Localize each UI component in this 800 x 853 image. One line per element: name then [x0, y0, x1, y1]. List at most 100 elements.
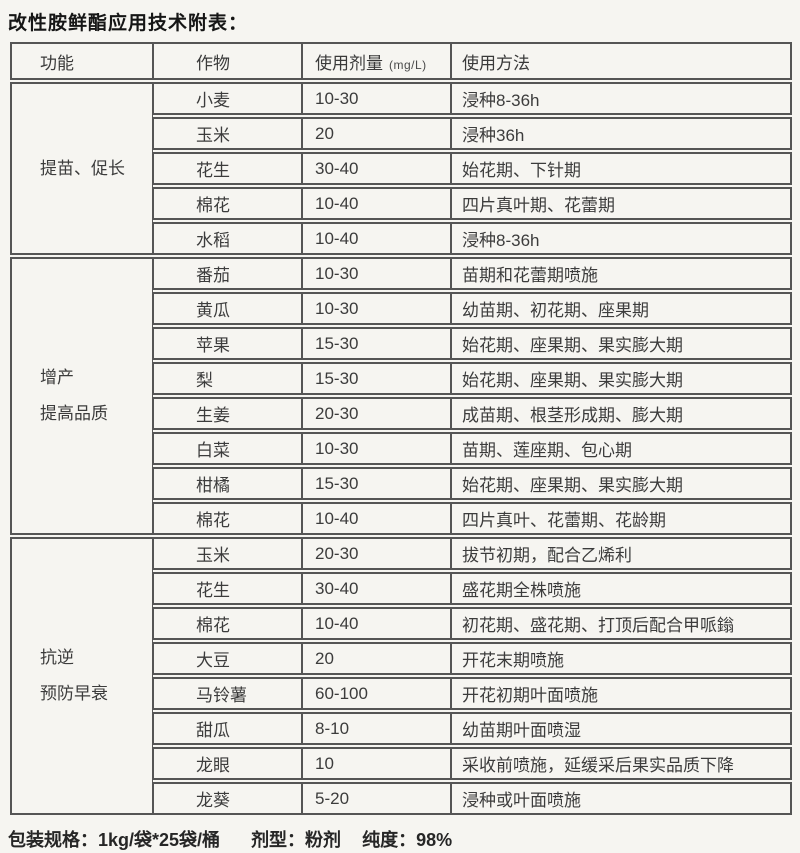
table-header-row: 功能 作物 使用剂量 (mg/L) 使用方法 — [10, 42, 792, 80]
crop-cell: 甜瓜 — [153, 712, 302, 745]
table-row: 龙葵 5-20 浸种或叶面喷施 — [10, 782, 792, 815]
table-row: 黄瓜 10-30 幼苗期、初花期、座果期 — [10, 292, 792, 325]
method-cell: 始花期、座果期、果实膨大期 — [451, 467, 792, 500]
method-cell: 初花期、盛花期、打顶后配合甲哌鎓 — [451, 607, 792, 640]
crop-cell: 大豆 — [153, 642, 302, 675]
function-label-line: 预防早衰 — [40, 684, 108, 703]
crop-cell: 龙葵 — [153, 782, 302, 815]
crop-cell: 棉花 — [153, 502, 302, 535]
header-function: 功能 — [10, 42, 153, 80]
dose-cell: 8-10 — [302, 712, 451, 745]
header-dose-label: 使用剂量 — [315, 53, 383, 73]
method-cell: 苗期和花蕾期喷施 — [451, 257, 792, 290]
method-cell: 盛花期全株喷施 — [451, 572, 792, 605]
dose-cell: 10 — [302, 747, 451, 780]
header-crop: 作物 — [153, 42, 302, 80]
table-row: 提苗、促长 小麦 10-30 浸种8-36h — [10, 82, 792, 255]
function-label: 增产 提高品质 — [12, 360, 152, 432]
crop-cell: 棉花 — [153, 607, 302, 640]
table-row: 棉花 10-40 初花期、盛花期、打顶后配合甲哌鎓 — [10, 607, 792, 640]
dose-cell: 5-20 — [302, 782, 451, 815]
crop-cell: 柑橘 — [153, 467, 302, 500]
dose-cell: 10-30 — [302, 82, 451, 115]
dose-cell: 20 — [302, 117, 451, 150]
function-cell: 抗逆 预防早衰 — [10, 537, 153, 815]
table-row: 水稻 10-40 浸种8-36h — [10, 222, 792, 255]
method-cell: 苗期、莲座期、包心期 — [451, 432, 792, 465]
table-row: 抗逆预防早衰 玉米 20-30 拔节初期，配合乙烯利 — [10, 537, 792, 815]
dose-cell: 20-30 — [302, 397, 451, 430]
table-row: 大豆 20 开花末期喷施 — [10, 642, 792, 675]
page-title: 改性胺鲜酯应用技术附表： — [8, 13, 249, 34]
method-cell: 浸种8-36h — [451, 82, 792, 115]
method-cell: 始花期、座果期、果实膨大期 — [451, 362, 792, 395]
header-dose-unit: (mg/L) — [389, 57, 427, 72]
dose-cell: 10-40 — [302, 607, 451, 640]
dose-cell: 10-30 — [302, 432, 451, 465]
table-row: 苹果 15-30 始花期、座果期、果实膨大期 — [10, 327, 792, 360]
table-row: 柑橘 15-30 始花期、座果期、果实膨大期 — [10, 467, 792, 500]
crop-cell: 棉花 — [153, 187, 302, 220]
crop-cell: 玉米 — [153, 117, 302, 150]
table-row: 花生 30-40 始花期、下针期 — [10, 152, 792, 185]
table-row: 龙眼 10 采收前喷施，延缓采后果实品质下降 — [10, 747, 792, 780]
function-cell: 提苗、促长 — [10, 82, 153, 255]
crop-cell: 梨 — [153, 362, 302, 395]
method-cell: 开花初期叶面喷施 — [451, 677, 792, 710]
crop-cell: 苹果 — [153, 327, 302, 360]
crop-cell: 龙眼 — [153, 747, 302, 780]
dose-cell: 60-100 — [302, 677, 451, 710]
crop-cell: 生姜 — [153, 397, 302, 430]
header-method: 使用方法 — [451, 42, 792, 80]
crop-cell: 玉米 — [153, 537, 302, 570]
crop-cell: 番茄 — [153, 257, 302, 290]
table-row: 甜瓜 8-10 幼苗期叶面喷湿 — [10, 712, 792, 745]
crop-cell: 水稻 — [153, 222, 302, 255]
table-row: 棉花 10-40 四片真叶期、花蕾期 — [10, 187, 792, 220]
dose-cell: 30-40 — [302, 152, 451, 185]
purity-value: 纯度：98% — [362, 830, 453, 850]
dose-cell: 30-40 — [302, 572, 451, 605]
method-cell: 幼苗期叶面喷湿 — [451, 712, 792, 745]
table-row: 马铃薯 60-100 开花初期叶面喷施 — [10, 677, 792, 710]
function-cell: 增产 提高品质 — [10, 257, 153, 535]
dose-cell: 10-40 — [302, 222, 451, 255]
crop-cell: 花生 — [153, 152, 302, 185]
dose-cell: 10-40 — [302, 502, 451, 535]
table-row: 玉米 20 浸种36h — [10, 117, 792, 150]
dose-cell: 10-30 — [302, 292, 451, 325]
method-cell: 浸种36h — [451, 117, 792, 150]
function-label: 抗逆 预防早衰 — [12, 640, 152, 712]
application-table: 功能 作物 使用剂量 (mg/L) 使用方法 提苗、促长 小麦 10-30 浸种8-36… — [10, 40, 792, 817]
function-label-line: 增产 — [40, 368, 74, 387]
dose-cell: 10-30 — [302, 257, 451, 290]
function-label-line: 提高品质 — [40, 404, 108, 423]
method-cell: 浸种8-36h — [451, 222, 792, 255]
table-row: 增产 提高品质 番茄 10-30 苗期和花蕾期喷施 — [10, 257, 792, 535]
dose-cell: 15-30 — [302, 467, 451, 500]
packaging-spec: 包装规格：1kg/袋*25袋/桶 — [8, 830, 221, 850]
method-cell: 拔节初期，配合乙烯利 — [451, 537, 792, 570]
dose-cell: 15-30 — [302, 327, 451, 360]
footer-specs: 包装规格：1kg/袋*25袋/桶 剂型：粉剂 纯度：98% — [8, 826, 800, 852]
function-label-line: 抗逆 — [40, 648, 74, 667]
table-row: 生姜 20-30 成苗期、根茎形成期、膨大期 — [10, 397, 792, 430]
table-row: 白菜 10-30 苗期、莲座期、包心期 — [10, 432, 792, 465]
dose-cell: 10-40 — [302, 187, 451, 220]
method-cell: 浸种或叶面喷施 — [451, 782, 792, 815]
method-cell: 幼苗期、初花期、座果期 — [451, 292, 792, 325]
method-cell: 四片真叶、花蕾期、花龄期 — [451, 502, 792, 535]
dose-cell: 20-30 — [302, 537, 451, 570]
table-row: 花生 30-40 盛花期全株喷施 — [10, 572, 792, 605]
crop-cell: 黄瓜 — [153, 292, 302, 325]
dose-cell: 15-30 — [302, 362, 451, 395]
table-row: 棉花 10-40 四片真叶、花蕾期、花龄期 — [10, 502, 792, 535]
method-cell: 始花期、下针期 — [451, 152, 792, 185]
crop-cell: 小麦 — [153, 82, 302, 115]
method-cell: 四片真叶期、花蕾期 — [451, 187, 792, 220]
method-cell: 始花期、座果期、果实膨大期 — [451, 327, 792, 360]
crop-cell: 白菜 — [153, 432, 302, 465]
function-label: 提苗、促长 — [12, 151, 152, 187]
method-cell: 采收前喷施，延缓采后果实品质下降 — [451, 747, 792, 780]
dose-cell: 20 — [302, 642, 451, 675]
